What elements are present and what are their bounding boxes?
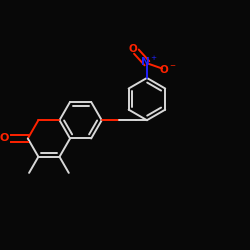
Text: O: O bbox=[128, 44, 137, 54]
Text: N$^+$: N$^+$ bbox=[140, 55, 158, 68]
Text: O: O bbox=[0, 134, 9, 143]
Text: O$^-$: O$^-$ bbox=[158, 63, 176, 75]
